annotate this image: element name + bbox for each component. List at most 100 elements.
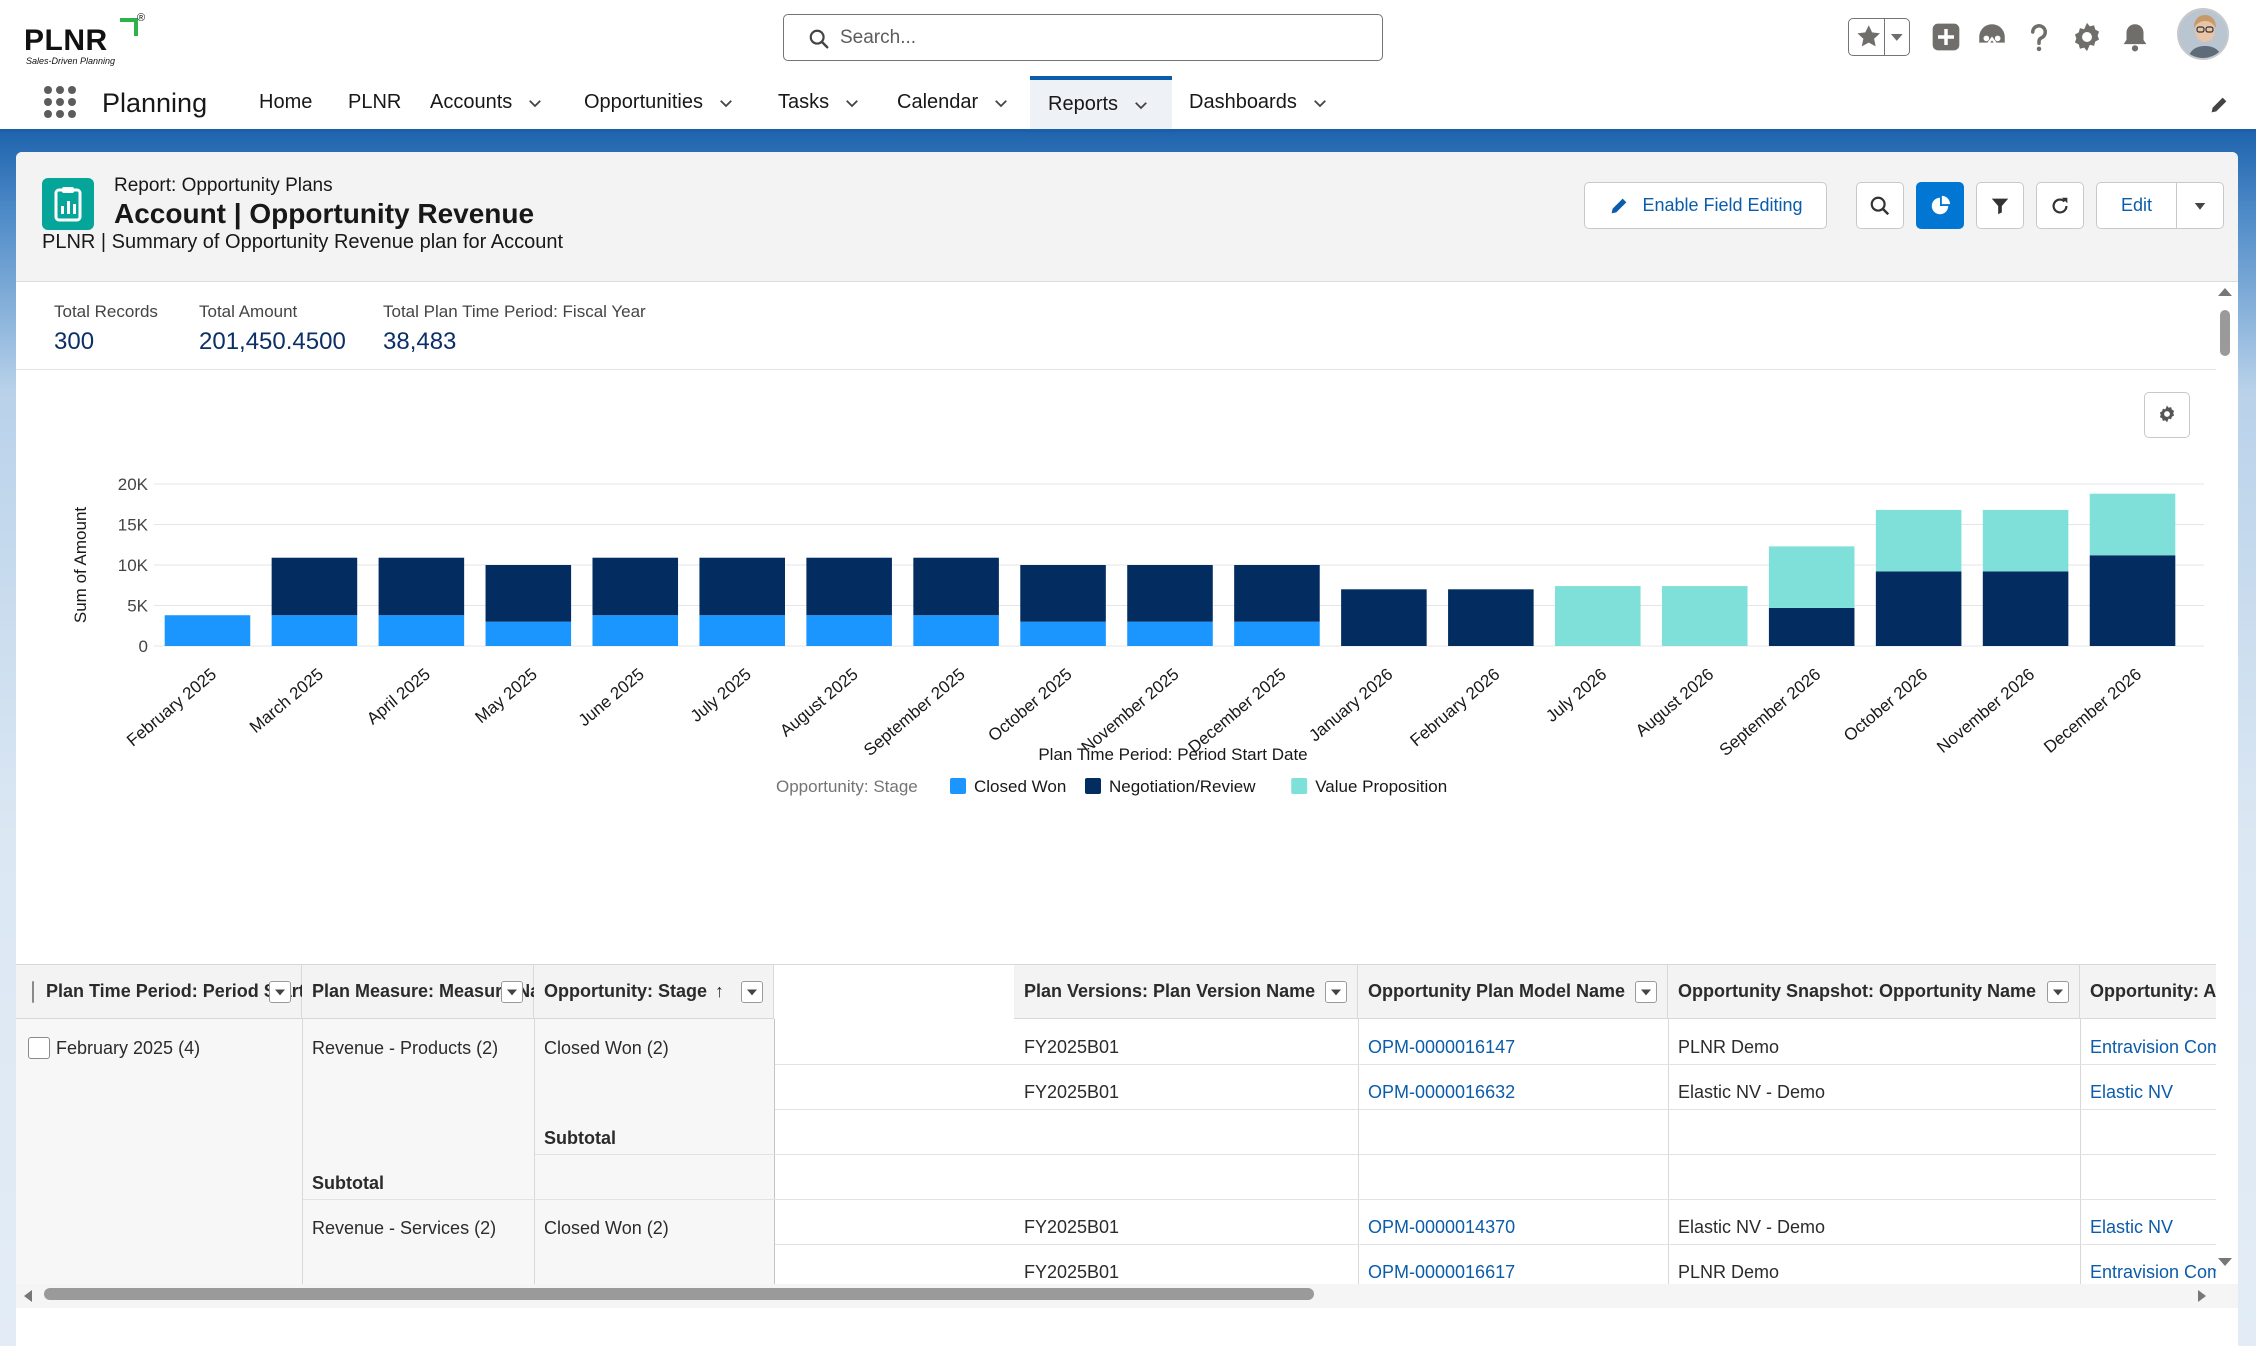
group-measure-label[interactable]: Revenue - Services (2): [312, 1218, 497, 1238]
nav-item-home[interactable]: Home: [259, 76, 312, 129]
bar-negotiation-review: [271, 557, 358, 616]
edit-nav-pencil-icon[interactable]: [2208, 94, 2230, 116]
x-tick-label: July 2026: [1542, 665, 1610, 726]
global-search[interactable]: [783, 14, 1383, 61]
legend-entry: Value Proposition: [1315, 777, 1447, 796]
edit-menu-button[interactable]: [2177, 183, 2223, 228]
bar-closed-won: [1020, 621, 1106, 646]
favorites-group[interactable]: [1848, 18, 1910, 56]
x-tick-label: July 2025: [687, 665, 755, 726]
group-cell-measure: [303, 1019, 534, 1290]
column-menu-chevron-icon[interactable]: [501, 981, 523, 1003]
chevron-down-icon[interactable]: [1311, 94, 1329, 112]
nav-item-reports[interactable]: Reports: [1030, 76, 1172, 129]
notifications-bell-icon[interactable]: [2118, 20, 2152, 54]
star-icon[interactable]: [1853, 19, 1884, 55]
scroll-down-arrow-icon[interactable]: [2212, 1254, 2238, 1270]
col-header-label: Plan Versions: Plan Version Name: [1024, 981, 1316, 1001]
x-tick-label: August 2026: [1632, 665, 1717, 741]
bar-negotiation-review: [1768, 607, 1855, 646]
refresh-button[interactable]: [2036, 182, 2084, 229]
search-input[interactable]: [840, 15, 1360, 60]
horizontal-scrollbar[interactable]: [16, 1284, 2238, 1308]
scroll-right-arrow-icon[interactable]: [2194, 1286, 2210, 1306]
col-header-measure[interactable]: Plan Measure: Measure Name ↑: [302, 965, 583, 1019]
enable-field-editing-button[interactable]: Enable Field Editing: [1584, 182, 1827, 229]
col-header-period[interactable]: Plan Time Period: Period Start Date ↑: [16, 965, 366, 1019]
cell-plan-model-link[interactable]: OPM-0000016147: [1368, 1037, 1516, 1057]
col-divider: [534, 1019, 535, 1290]
nav-item-label: Home: [259, 91, 313, 113]
chevron-down-icon[interactable]: [843, 94, 861, 112]
chevron-down-icon[interactable]: [992, 94, 1010, 112]
app-launcher-waffle-icon[interactable]: [44, 86, 76, 118]
cell-account-link[interactable]: Entravision Comr: [2090, 1037, 2216, 1057]
chart-settings-button[interactable]: [2144, 392, 2190, 438]
cell-account-link[interactable]: Entravision Comr: [2090, 1262, 2216, 1282]
group-stage-label[interactable]: Closed Won (2): [544, 1038, 669, 1058]
scroll-left-arrow-icon[interactable]: [20, 1286, 36, 1306]
scroll-up-arrow-icon[interactable]: [2212, 284, 2238, 300]
cell-plan-model-link[interactable]: OPM-0000014370: [1368, 1217, 1516, 1237]
favorites-chevron-down-icon[interactable]: [1885, 19, 1909, 55]
x-tick-label: February 2026: [1406, 665, 1503, 751]
col-header-plan-model[interactable]: Opportunity Plan Model Name: [1358, 965, 1668, 1019]
legend-swatch: [950, 778, 966, 794]
sort-arrow-icon[interactable]: ↑: [715, 981, 724, 1001]
vertical-scroll-thumb[interactable]: [2220, 310, 2230, 356]
col-header-stage[interactable]: Opportunity: Stage ↑: [534, 965, 774, 1019]
nav-item-calendar[interactable]: Calendar: [897, 76, 1010, 129]
col-header-opportunity-name[interactable]: Opportunity Snapshot: Opportunity Name: [1668, 965, 2080, 1019]
edit-button[interactable]: Edit: [2097, 183, 2177, 228]
user-avatar[interactable]: [2177, 8, 2229, 60]
nav-item-accounts[interactable]: Accounts: [430, 76, 544, 129]
refresh-icon: [2052, 197, 2068, 214]
cell-account-link[interactable]: Elastic NV: [2090, 1217, 2174, 1237]
column-menu-chevron-icon[interactable]: [1325, 981, 1347, 1003]
y-axis-label: Sum of Amount: [71, 507, 90, 624]
col-header-plan-version[interactable]: Plan Versions: Plan Version Name: [1014, 965, 1358, 1019]
trailhead-icon[interactable]: [1974, 20, 2010, 54]
bar-value-proposition: [1555, 586, 1641, 646]
vertical-scrollbar[interactable]: [2212, 282, 2238, 1276]
group-period-label[interactable]: February 2025 (4): [56, 1038, 201, 1058]
report-title: Account | Opportunity Revenue: [114, 198, 535, 229]
nav-item-dashboards[interactable]: Dashboards: [1189, 76, 1329, 129]
setup-gear-icon[interactable]: [2070, 20, 2104, 54]
column-menu-chevron-icon[interactable]: [2047, 981, 2069, 1003]
stat-value: 300: [54, 328, 95, 355]
nav-item-tasks[interactable]: Tasks: [778, 76, 861, 129]
group-measure-label[interactable]: Revenue - Products (2): [312, 1038, 499, 1058]
bar-negotiation-review: [485, 565, 572, 622]
cell-account-link[interactable]: Elastic NV: [2090, 1082, 2174, 1102]
global-add-icon[interactable]: [1930, 21, 1962, 53]
filter-button[interactable]: [1976, 182, 2024, 229]
cell-plan-model-link[interactable]: OPM-0000016632: [1368, 1082, 1516, 1102]
cell-plan-model-link[interactable]: OPM-0000016617: [1368, 1262, 1516, 1282]
bar-negotiation-review: [1982, 571, 2069, 646]
bar-negotiation-review: [378, 557, 465, 616]
select-all-checkbox[interactable]: [32, 980, 34, 1003]
toggle-chart-button[interactable]: [1916, 182, 1964, 229]
x-tick-label: May 2025: [471, 665, 540, 728]
horizontal-scroll-thumb[interactable]: [44, 1288, 1314, 1300]
row-checkbox[interactable]: [28, 1037, 50, 1059]
column-menu-chevron-icon[interactable]: [741, 981, 763, 1003]
nav-item-plnr[interactable]: PLNR: [348, 76, 401, 129]
col-header-opportunity-account[interactable]: Opportunity: Ac: [2080, 965, 2216, 1019]
chevron-down-icon[interactable]: [526, 94, 544, 112]
x-tick-label: June 2025: [575, 665, 648, 731]
chevron-down-icon[interactable]: [717, 94, 735, 112]
y-tick-label: 20K: [118, 475, 149, 494]
search-report-button[interactable]: [1856, 182, 1904, 229]
group-stage-label[interactable]: Closed Won (2): [544, 1218, 669, 1238]
group-cell-stage: [535, 1204, 774, 1290]
chevron-down-icon[interactable]: [1132, 96, 1150, 114]
column-menu-chevron-icon[interactable]: [1635, 981, 1657, 1003]
nav-item-opportunities[interactable]: Opportunities: [584, 76, 735, 129]
plnr-logo[interactable]: PLNR ® Sales-Driven Planning: [24, 12, 154, 68]
help-icon[interactable]: [2024, 20, 2054, 54]
column-menu-chevron-icon[interactable]: [269, 981, 291, 1003]
bar-negotiation-review: [699, 557, 785, 616]
row-divider: [775, 1244, 2216, 1245]
